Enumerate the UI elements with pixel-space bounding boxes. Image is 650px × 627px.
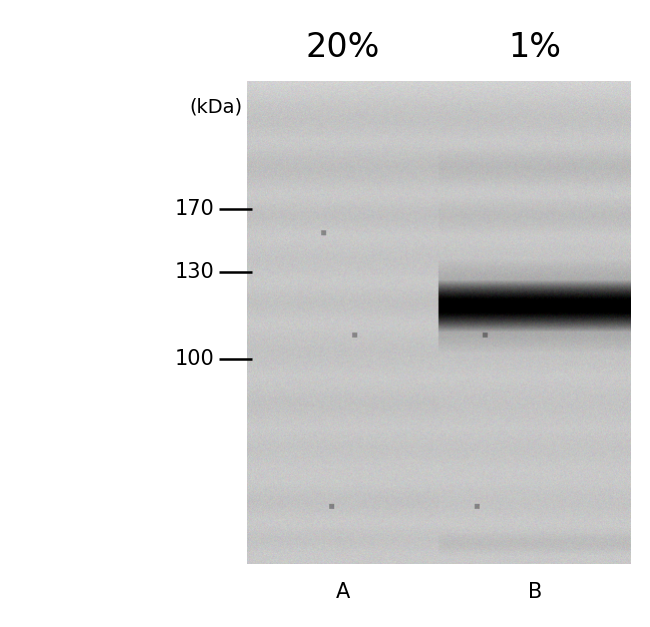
Text: B: B [528,582,541,603]
Text: 1%: 1% [508,31,561,63]
Text: A: A [336,582,350,603]
Text: 170: 170 [174,199,214,219]
Text: (kDa): (kDa) [189,97,242,116]
Text: 130: 130 [174,262,214,282]
Text: 100: 100 [174,349,214,369]
Text: 20%: 20% [306,31,380,63]
